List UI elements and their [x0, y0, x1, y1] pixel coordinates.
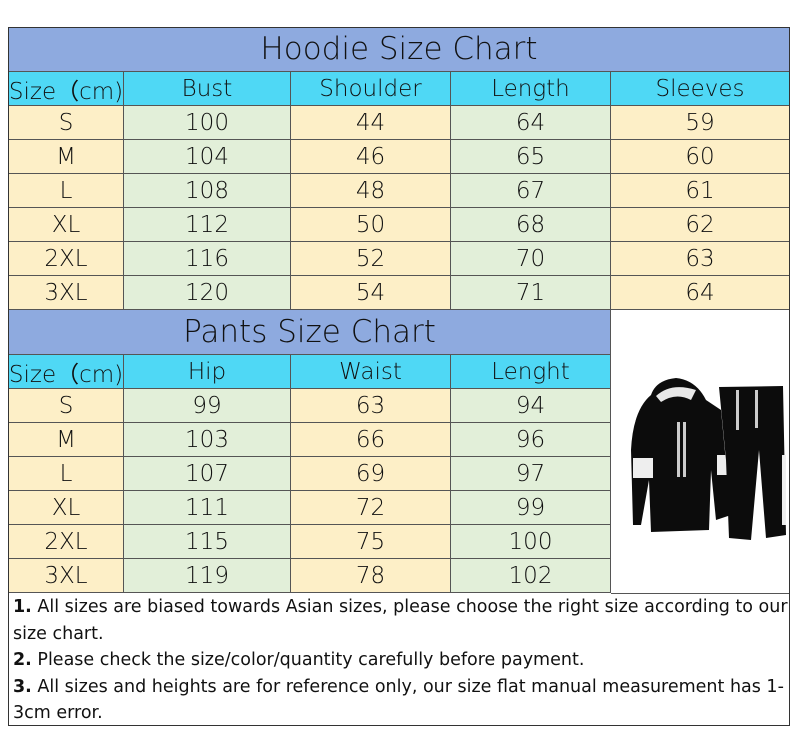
- hoodie-table-cell: 112: [124, 208, 291, 242]
- pants-table-cell: 72: [291, 491, 451, 525]
- hoodie-header-cell: Sleeves: [611, 72, 790, 106]
- pants-header-cell: Size（cm): [9, 355, 124, 389]
- pants-table-cell: 63: [291, 389, 451, 423]
- hoodie-table-cell: 3XL: [9, 276, 124, 310]
- hoodie-table-cell: 60: [611, 140, 790, 174]
- hoodie-table-cell: 68: [451, 208, 611, 242]
- hoodie-table-cell: 108: [124, 174, 291, 208]
- hoodie-table-cell: S: [9, 106, 124, 140]
- hoodie-table-cell: 2XL: [9, 242, 124, 276]
- pants-table-cell: 66: [291, 423, 451, 457]
- pants-table-cell: 94: [451, 389, 611, 423]
- pants-table-cell: 99: [451, 491, 611, 525]
- hoodie-table-cell: 116: [124, 242, 291, 276]
- hoodie-table-cell: L: [9, 174, 124, 208]
- pants-table-cell: 2XL: [9, 525, 124, 559]
- hoodie-table-cell: 71: [451, 276, 611, 310]
- hoodie-table-cell: 64: [611, 276, 790, 310]
- hoodie-table-cell: 70: [451, 242, 611, 276]
- hoodie-header-cell: Bust: [124, 72, 291, 106]
- hoodie-table-cell: 44: [291, 106, 451, 140]
- note-1: 1. All sizes are biased towards Asian si…: [13, 597, 788, 644]
- pants-table-cell: L: [9, 457, 124, 491]
- hoodie-table-cell: 100: [124, 106, 291, 140]
- pants-header-cell: Hip: [124, 355, 291, 389]
- hoodie-table-cell: 52: [291, 242, 451, 276]
- note-3: 3. All sizes and heights are for referen…: [13, 676, 784, 724]
- pants-table-cell: 119: [124, 559, 291, 593]
- hoodie-title: Hoodie Size Chart: [9, 27, 790, 72]
- hoodie-table-cell: 67: [451, 174, 611, 208]
- hoodie-table-cell: 62: [611, 208, 790, 242]
- pants-header-cell: Lenght: [451, 355, 611, 389]
- pants-title: Pants Size Chart: [9, 310, 611, 355]
- hoodie-table-cell: XL: [9, 208, 124, 242]
- hoodie-table-cell: 48: [291, 174, 451, 208]
- hoodie-table-cell: 61: [611, 174, 790, 208]
- pants-header-cell: Waist: [291, 355, 451, 389]
- pants-table-cell: 103: [124, 423, 291, 457]
- pants-table-cell: 111: [124, 491, 291, 525]
- pants-table-cell: 78: [291, 559, 451, 593]
- pants-table-cell: 115: [124, 525, 291, 559]
- pants-table-cell: 102: [451, 559, 611, 593]
- hoodie-table-cell: 63: [611, 242, 790, 276]
- tracksuit-illustration: [631, 378, 786, 540]
- pants-table-cell: 96: [451, 423, 611, 457]
- pants-table-cell: 99: [124, 389, 291, 423]
- pants-table-cell: 3XL: [9, 559, 124, 593]
- hoodie-table-cell: 59: [611, 106, 790, 140]
- hoodie-table-cell: 46: [291, 140, 451, 174]
- hoodie-table-cell: 65: [451, 140, 611, 174]
- pants-table-cell: 107: [124, 457, 291, 491]
- notes: 1. All sizes are biased towards Asian si…: [9, 594, 788, 727]
- pants-table-cell: M: [9, 423, 124, 457]
- hoodie-table-cell: M: [9, 140, 124, 174]
- hoodie-table-cell: 64: [451, 106, 611, 140]
- product-image: [611, 310, 790, 594]
- hoodie-table-cell: 120: [124, 276, 291, 310]
- hoodie-header-cell: Shoulder: [291, 72, 451, 106]
- hoodie-table-cell: 104: [124, 140, 291, 174]
- pants-table-cell: 75: [291, 525, 451, 559]
- pants-table-cell: 100: [451, 525, 611, 559]
- note-2: 2. Please check the size/color/quantity …: [13, 650, 585, 670]
- pants-table-cell: XL: [9, 491, 124, 525]
- hoodie-header-cell: Size（cm): [9, 72, 124, 106]
- pants-table-cell: 69: [291, 457, 451, 491]
- hoodie-header-cell: Length: [451, 72, 611, 106]
- pants-table-cell: S: [9, 389, 124, 423]
- hoodie-table-cell: 54: [291, 276, 451, 310]
- hoodie-table-cell: 50: [291, 208, 451, 242]
- pants-table-cell: 97: [451, 457, 611, 491]
